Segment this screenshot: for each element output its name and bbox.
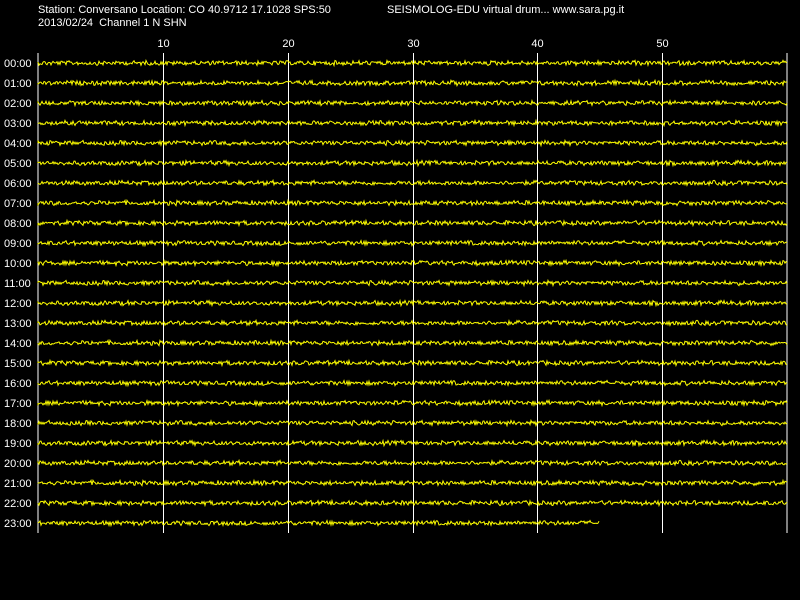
row-label-1500: 15:00	[4, 358, 32, 370]
row-label-0500: 05:00	[4, 158, 32, 170]
row-label-2000: 20:00	[4, 458, 32, 470]
row-label-1200: 12:00	[4, 298, 32, 310]
trace-row-2100	[37, 478, 788, 487]
trace-row-0100	[37, 78, 787, 87]
date-channel-text: 2013/02/24 Channel 1 N SHN	[38, 17, 187, 29]
trace-row-1100	[37, 278, 788, 288]
app-title-text: SEISMOLOG-EDU virtual drum... www.sara.p…	[387, 4, 625, 16]
trace-row-0600	[37, 178, 788, 187]
trace-row-0000	[37, 58, 788, 68]
x-tick-label-50: 50	[656, 38, 668, 50]
x-tick-label-10: 10	[157, 38, 169, 50]
x-tick-label-40: 40	[531, 38, 543, 50]
trace-layer	[37, 58, 788, 528]
trace-row-0500	[37, 158, 788, 168]
row-label-2300: 23:00	[4, 518, 32, 530]
row-label-1900: 19:00	[4, 438, 32, 450]
row-labels: 00:00 01:00 02:00 03:00 04:00 05:00 06:00 07:00…	[4, 58, 32, 530]
trace-row-1200	[37, 298, 788, 308]
trace-row-0400	[37, 138, 788, 148]
trace-row-2200	[37, 498, 788, 508]
trace-row-1300	[37, 318, 788, 327]
row-label-1600: 16:00	[4, 378, 32, 390]
row-label-0000: 00:00	[4, 58, 32, 70]
station-info-text: Station: Conversano Location: CO 40.9712…	[38, 4, 331, 16]
trace-row-1700	[37, 398, 788, 408]
row-label-0700: 07:00	[4, 198, 32, 210]
trace-row-1900	[37, 438, 788, 448]
trace-row-2300	[37, 519, 600, 528]
x-tick-label-30: 30	[407, 38, 419, 50]
row-label-0100: 01:00	[4, 78, 32, 90]
row-label-1400: 14:00	[4, 338, 32, 350]
row-label-0900: 09:00	[4, 238, 32, 250]
grid-layer	[37, 53, 788, 533]
row-label-2200: 22:00	[4, 498, 32, 510]
trace-row-0700	[37, 198, 788, 207]
trace-row-1500	[37, 358, 788, 368]
x-tick-label-20: 20	[282, 38, 294, 50]
row-label-0200: 02:00	[4, 98, 32, 110]
trace-row-1000	[37, 258, 788, 268]
trace-row-0200	[37, 98, 788, 108]
row-label-1700: 17:00	[4, 398, 32, 410]
row-label-0300: 03:00	[4, 118, 32, 130]
row-label-1800: 18:00	[4, 418, 32, 430]
row-label-2100: 21:00	[4, 478, 32, 490]
row-label-0600: 06:00	[4, 178, 32, 190]
trace-row-0900	[37, 239, 788, 248]
row-label-0400: 04:00	[4, 138, 32, 150]
row-label-1300: 13:00	[4, 318, 32, 330]
trace-row-1800	[37, 418, 788, 428]
trace-row-0300	[37, 118, 788, 128]
trace-row-1400	[37, 338, 788, 347]
x-tick-labels: 10 20 30 40 50	[157, 38, 668, 50]
row-label-1000: 10:00	[4, 258, 32, 270]
row-label-1100: 11:00	[4, 278, 31, 290]
trace-row-0800	[37, 218, 788, 228]
trace-row-2000	[37, 458, 788, 467]
trace-row-1600	[37, 379, 788, 388]
row-label-0800: 08:00	[4, 218, 32, 230]
